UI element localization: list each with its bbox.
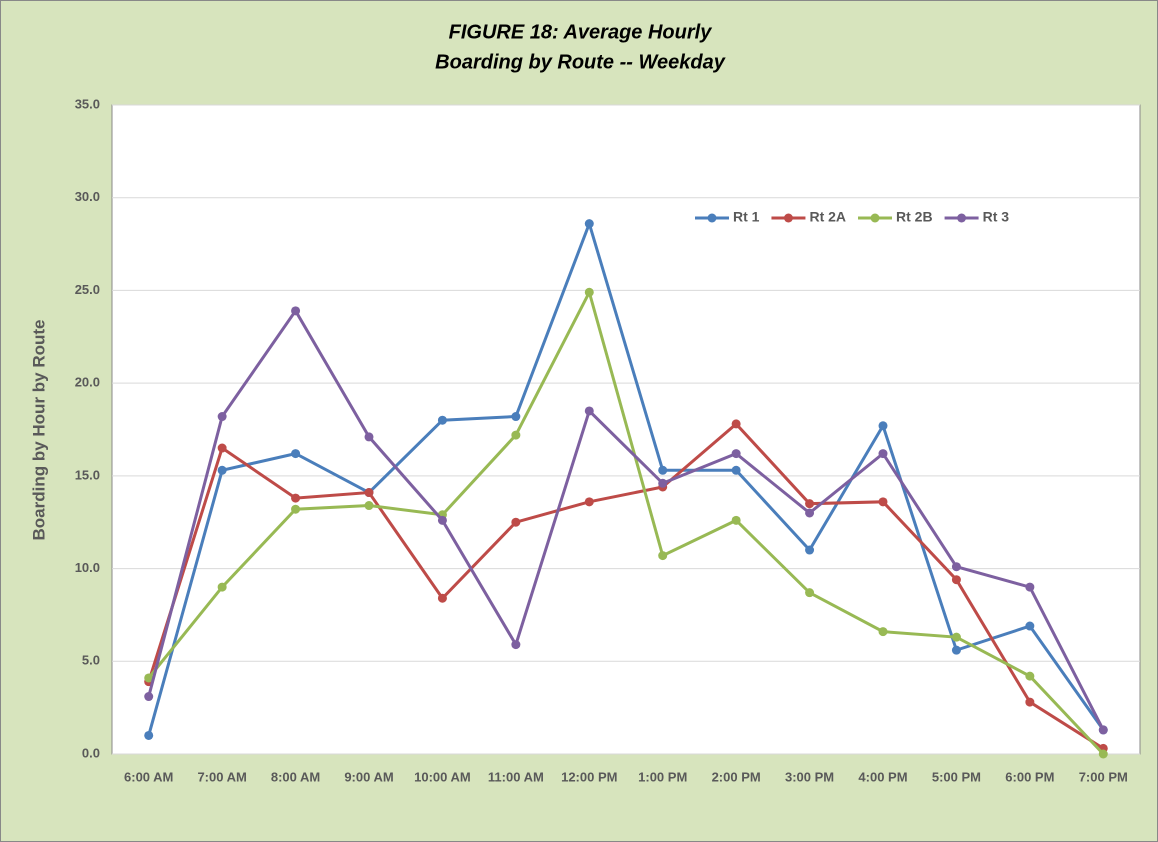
y-tick-label: 15.0 bbox=[75, 467, 100, 482]
series-line bbox=[147, 308, 1105, 731]
data-point bbox=[1098, 749, 1108, 759]
data-point bbox=[364, 432, 374, 442]
y-tick-label: 25.0 bbox=[75, 282, 100, 297]
data-point bbox=[1025, 621, 1035, 631]
data-point bbox=[291, 493, 301, 503]
x-tick-label: 10:00 AM bbox=[414, 769, 471, 784]
data-point bbox=[658, 551, 668, 561]
chart-title: FIGURE 18: Average Hourly bbox=[449, 21, 713, 43]
x-tick-label: 6:00 PM bbox=[1005, 769, 1054, 784]
legend-label: Rt 2A bbox=[809, 209, 846, 225]
data-point bbox=[805, 508, 815, 518]
x-tick-label: 3:00 PM bbox=[785, 769, 834, 784]
legend-marker bbox=[870, 213, 880, 223]
x-tick-label: 6:00 AM bbox=[124, 769, 173, 784]
y-tick-label: 0.0 bbox=[82, 745, 100, 760]
y-tick-label: 10.0 bbox=[75, 560, 100, 575]
series-line bbox=[147, 288, 1105, 756]
data-point bbox=[511, 640, 521, 650]
data-point bbox=[144, 692, 154, 702]
legend-label: Rt 2B bbox=[896, 209, 933, 225]
x-tick-label: 11:00 AM bbox=[488, 769, 544, 784]
data-point bbox=[364, 501, 374, 511]
x-tick-label: 4:00 PM bbox=[858, 769, 907, 784]
data-point bbox=[951, 632, 961, 642]
legend-label: Rt 3 bbox=[983, 209, 1010, 225]
series-line bbox=[147, 219, 1105, 736]
x-tick-label: 1:00 PM bbox=[638, 769, 687, 784]
x-tick-label: 7:00 PM bbox=[1079, 769, 1128, 784]
data-point bbox=[584, 219, 594, 229]
data-point bbox=[291, 306, 301, 316]
y-tick-label: 20.0 bbox=[75, 375, 100, 390]
data-point bbox=[951, 645, 961, 655]
data-point bbox=[144, 730, 154, 740]
data-point bbox=[511, 430, 521, 440]
data-point bbox=[584, 497, 594, 507]
data-point bbox=[291, 504, 301, 514]
data-point bbox=[511, 412, 521, 422]
x-tick-label: 2:00 PM bbox=[712, 769, 761, 784]
data-point bbox=[878, 421, 888, 431]
y-tick-label: 30.0 bbox=[75, 189, 100, 204]
legend-marker bbox=[707, 213, 717, 223]
data-point bbox=[1025, 671, 1035, 681]
data-point bbox=[805, 588, 815, 598]
data-point bbox=[511, 517, 521, 527]
data-point bbox=[217, 412, 227, 422]
series-line bbox=[147, 421, 1105, 750]
data-point bbox=[584, 406, 594, 416]
data-point bbox=[731, 419, 741, 429]
data-point bbox=[658, 465, 668, 475]
data-point bbox=[437, 415, 447, 425]
data-point bbox=[291, 449, 301, 459]
legend-marker bbox=[783, 213, 793, 223]
data-point bbox=[878, 497, 888, 507]
data-point bbox=[437, 515, 447, 525]
chart-title: Boarding by Route -- Weekday bbox=[435, 51, 726, 73]
data-point bbox=[731, 449, 741, 459]
data-point bbox=[1025, 697, 1035, 707]
data-point bbox=[805, 499, 815, 509]
data-point bbox=[437, 593, 447, 603]
data-point bbox=[1098, 725, 1108, 735]
data-point bbox=[731, 465, 741, 475]
legend-label: Rt 1 bbox=[733, 209, 760, 225]
data-point bbox=[951, 575, 961, 585]
x-tick-label: 7:00 AM bbox=[197, 769, 246, 784]
data-point bbox=[1025, 582, 1035, 592]
data-point bbox=[144, 673, 154, 683]
data-point bbox=[731, 515, 741, 525]
y-axis-label: Boarding by Hour by Route bbox=[29, 320, 48, 541]
x-tick-label: 5:00 PM bbox=[932, 769, 981, 784]
data-point bbox=[217, 443, 227, 453]
y-tick-label: 35.0 bbox=[75, 96, 100, 111]
x-tick-label: 9:00 AM bbox=[344, 769, 393, 784]
data-point bbox=[364, 488, 374, 498]
y-tick-label: 5.0 bbox=[82, 653, 100, 668]
data-point bbox=[805, 545, 815, 555]
data-point bbox=[878, 627, 888, 637]
data-point bbox=[658, 478, 668, 488]
legend-marker bbox=[957, 213, 967, 223]
data-point bbox=[951, 562, 961, 572]
data-point bbox=[217, 465, 227, 475]
x-tick-label: 12:00 PM bbox=[561, 769, 617, 784]
data-point bbox=[878, 449, 888, 459]
data-point bbox=[217, 582, 227, 592]
data-point bbox=[584, 287, 594, 297]
x-tick-label: 8:00 AM bbox=[271, 769, 320, 784]
